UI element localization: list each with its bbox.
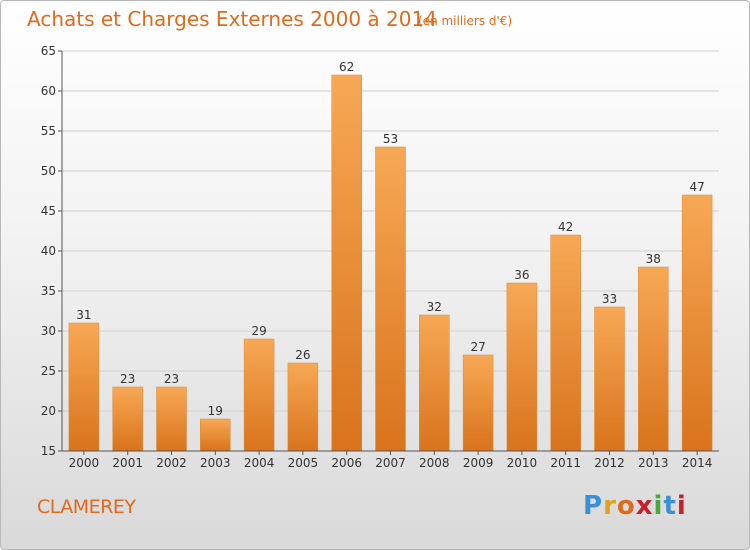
chart-title: Achats et Charges Externes 2000 à 2014: [27, 7, 437, 31]
data-label: 62: [339, 60, 354, 74]
y-tick-label: 30: [41, 324, 56, 338]
bar: [331, 74, 362, 452]
y-tick-label: 15: [41, 444, 56, 458]
data-label: 33: [602, 292, 617, 306]
x-tick-label: 2011: [550, 456, 581, 470]
y-tick-label: 50: [41, 164, 56, 178]
data-label: 42: [558, 220, 573, 234]
x-tick-label: 2004: [244, 456, 275, 470]
logo-letter: r: [603, 491, 617, 521]
logo-letter: i: [653, 491, 664, 521]
place-name: CLAMEREY: [37, 496, 136, 518]
x-tick-label: 2005: [288, 456, 319, 470]
x-tick-label: 2010: [507, 456, 538, 470]
data-label: 36: [514, 268, 529, 282]
x-tick-label: 2009: [463, 456, 494, 470]
bar: [287, 362, 319, 452]
x-tick-label: 2001: [112, 456, 143, 470]
x-tick-label: 2014: [682, 456, 713, 470]
bar: [638, 266, 669, 452]
logo-letter: x: [635, 491, 654, 521]
data-label: 53: [383, 132, 398, 146]
data-label: 27: [470, 340, 485, 354]
data-label: 23: [164, 372, 179, 386]
x-tick-label: 2013: [638, 456, 669, 470]
bar: [506, 282, 538, 452]
x-tick-label: 2000: [69, 456, 100, 470]
bar: [243, 338, 275, 452]
x-tick-label: 2002: [156, 456, 187, 470]
logo-letter: t: [663, 491, 677, 521]
bar: [681, 194, 713, 452]
data-label: 47: [689, 180, 704, 194]
bar: [200, 418, 231, 452]
bars: 31 23 23 19 29 26 62 53 32 27 36 42 33 38 47: [68, 60, 713, 452]
y-tick-label: 55: [41, 124, 56, 138]
x-tick-label: 2007: [375, 456, 406, 470]
axes: 15 20 25 30 35 40 45 50 55 60 65 2000 2001 2002 2003 20…: [41, 44, 719, 470]
bar: [594, 306, 625, 452]
logo-letter: o: [616, 491, 636, 521]
data-label: 19: [208, 404, 223, 418]
data-label: 29: [251, 324, 266, 338]
data-label: 26: [295, 348, 310, 362]
proxiti-logo: Proxiti: [583, 491, 687, 521]
bar: [68, 322, 100, 452]
data-label: 31: [76, 308, 91, 322]
data-label: 38: [646, 252, 661, 266]
logo-letter: i: [676, 491, 687, 521]
x-tick-label: 2006: [331, 456, 362, 470]
bar: [375, 146, 406, 452]
x-tick-label: 2003: [200, 456, 231, 470]
bar: [112, 386, 143, 452]
chart-subtitle: (en milliers d'€): [418, 14, 513, 28]
y-tick-label: 45: [41, 204, 56, 218]
data-label: 23: [120, 372, 135, 386]
bar: [550, 234, 581, 452]
y-tick-label: 65: [41, 44, 56, 58]
y-tick-label: 25: [41, 364, 56, 378]
x-tick-label: 2012: [594, 456, 625, 470]
y-tick-label: 60: [41, 84, 56, 98]
y-tick-label: 35: [41, 284, 56, 298]
x-tick-label: 2008: [419, 456, 450, 470]
bar: [462, 354, 494, 452]
y-tick-label: 40: [41, 244, 56, 258]
y-tick-label: 20: [41, 404, 56, 418]
bar: [156, 386, 187, 452]
bar: [419, 314, 450, 452]
logo-letter: P: [583, 491, 604, 521]
data-label: 32: [427, 300, 442, 314]
